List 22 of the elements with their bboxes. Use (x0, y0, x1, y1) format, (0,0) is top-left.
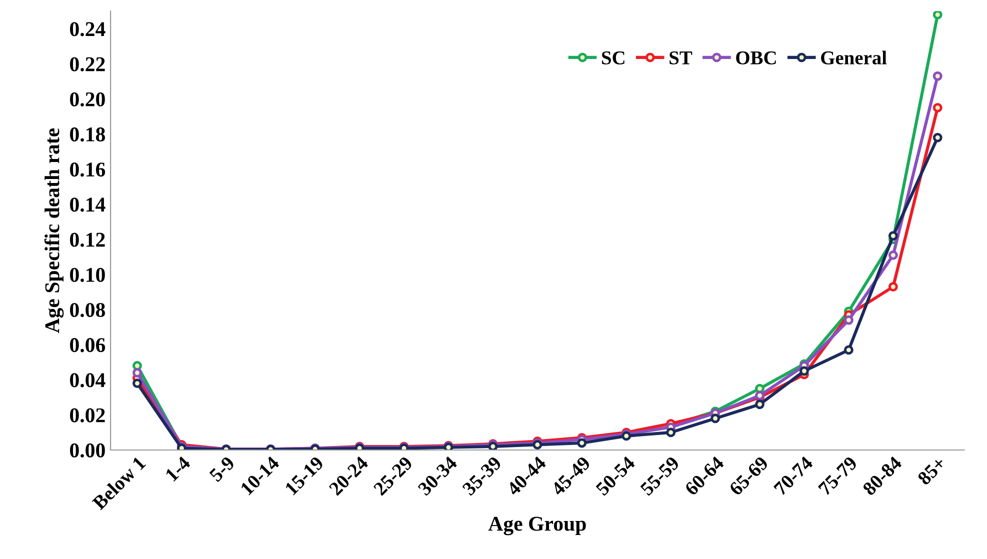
y-tick-label: 0.22 (70, 57, 105, 72)
y-tick-label: 0.20 (70, 92, 105, 106)
y-tick-label: 0.14 (70, 198, 106, 212)
x-tick-label: 85+ (916, 456, 947, 486)
x-tick-label: 5-9 (208, 456, 236, 482)
y-tick-label: 0.10 (70, 268, 105, 282)
y-axis-title: Age Specific death rate (44, 128, 64, 334)
y-tick-label: 0.02 (70, 408, 105, 422)
x-axis-title: Age Group (488, 516, 586, 536)
y-tick-label: 0.18 (70, 127, 105, 142)
legend-label: SC (602, 51, 624, 64)
y-tick-label: 0.00 (70, 443, 105, 458)
x-tick-label: 1-4 (164, 456, 191, 482)
legend-label: General (821, 50, 887, 64)
legend-label: ST (670, 51, 692, 64)
y-tick-label: 0.08 (70, 302, 105, 318)
y-tick-label: 0.04 (70, 373, 106, 388)
y-tick-label: 0.16 (70, 162, 106, 177)
y-tick-label: 0.06 (70, 338, 106, 352)
y-tick-label: 0.12 (70, 232, 105, 247)
legend-label: OBC (736, 51, 776, 64)
y-tick-label: 0.24 (70, 22, 106, 36)
